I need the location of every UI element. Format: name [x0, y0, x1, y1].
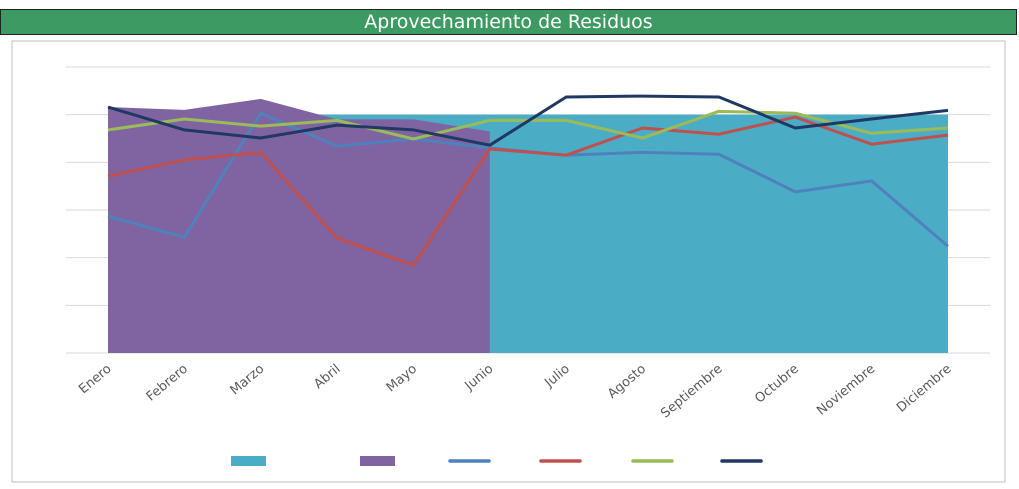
x-tick-label: Octubre — [752, 362, 802, 407]
x-tick-label: Diciembre — [894, 362, 954, 416]
x-tick-label: Marzo — [228, 362, 268, 399]
x-tick-label: Abril — [311, 362, 343, 393]
x-tick-label: Junio — [462, 362, 497, 395]
chart-frame — [11, 40, 1006, 483]
x-tick-label: Febrero — [144, 362, 191, 405]
chart-title: Aprovechamiento de Residuos — [0, 9, 1017, 35]
area — [108, 98, 490, 353]
legend-swatch — [360, 456, 395, 466]
legend-swatch — [231, 456, 266, 466]
x-tick-label: Enero — [76, 362, 114, 398]
x-tick-label: Noviembre — [814, 362, 878, 419]
line — [107, 115, 949, 267]
x-tick-label: Mayo — [384, 362, 420, 396]
x-tick-label: Septiembre — [658, 362, 725, 422]
x-tick-label: Agosto — [605, 362, 649, 402]
x-tick-label: Julio — [541, 362, 572, 392]
line — [107, 94, 949, 147]
